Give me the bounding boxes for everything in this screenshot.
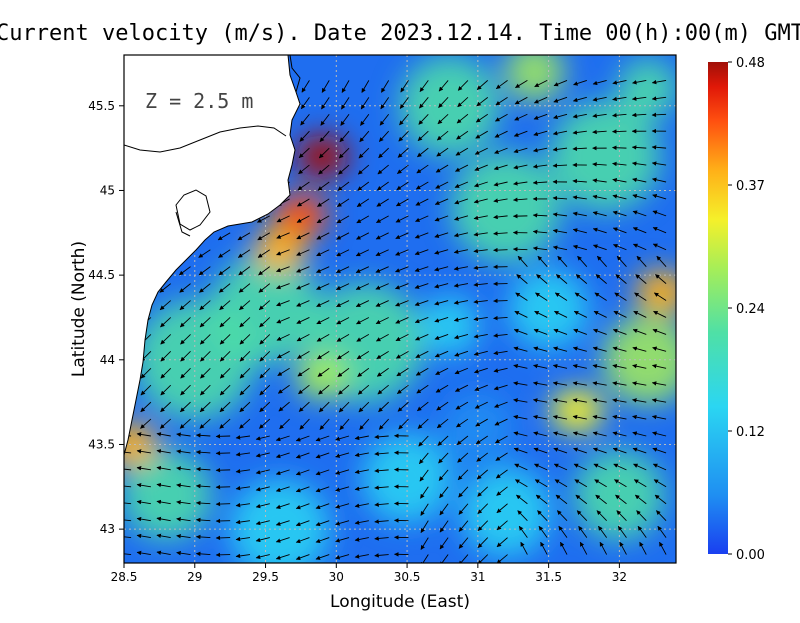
plot-area: Z = 2.5 m	[105, 42, 693, 579]
y-tick-label: 44	[100, 353, 115, 367]
colorbar-ticks: 0.48 0.37 0.24 0.12 0.00	[728, 56, 765, 563]
x-tick-label: 29	[187, 570, 202, 584]
colorbar-tick-label: 0.37	[736, 179, 765, 194]
x-tick-label: 31.5	[535, 570, 562, 584]
x-tick-label: 31	[470, 570, 485, 584]
y-axis-label: Latitude (North)	[69, 241, 89, 377]
x-tick-label: 30.5	[394, 570, 421, 584]
y-axis-ticks: 43 43.5 44 44.5 45 45.5	[88, 99, 124, 536]
speed-cell	[618, 59, 678, 119]
x-axis-ticks: 28.5 29 29.5 30 30.5 31 31.5 32	[111, 563, 627, 584]
colorbar-tick-label: 0.12	[736, 425, 765, 440]
speed-hotspot	[254, 228, 306, 272]
x-tick-label: 28.5	[111, 570, 138, 584]
x-axis-label: Longitude (East)	[330, 592, 470, 612]
velocity-arrow	[612, 148, 626, 149]
speed-cell	[451, 152, 561, 262]
depth-label: Z = 2.5 m	[145, 89, 253, 113]
colorbar-gradient	[708, 62, 728, 554]
y-tick-label: 45	[100, 183, 115, 197]
speed-cell	[504, 42, 564, 102]
speed-hotspot	[636, 270, 688, 314]
x-tick-label: 29.5	[252, 570, 279, 584]
x-tick-label: 30	[329, 570, 344, 584]
speed-cell	[420, 296, 480, 356]
colorbar-tick-label: 0.00	[736, 548, 765, 563]
y-tick-label: 44.5	[88, 268, 115, 282]
map-title: Current velocity (m/s). Date 2023.12.14.…	[0, 21, 800, 46]
y-tick-label: 43	[100, 522, 115, 536]
speed-cell	[443, 393, 513, 463]
velocity-arrow	[494, 250, 508, 251]
colorbar-tick-label: 0.48	[736, 56, 765, 71]
speed-hotspot	[551, 389, 603, 433]
y-tick-label: 45.5	[88, 99, 115, 113]
x-tick-label: 32	[612, 570, 627, 584]
y-tick-label: 43.5	[88, 437, 115, 451]
colorbar-tick-label: 0.24	[736, 302, 765, 317]
speed-cell	[603, 315, 693, 405]
velocity-arrow	[494, 301, 508, 302]
colorbar: 0.48 0.37 0.24 0.12 0.00	[708, 56, 765, 563]
